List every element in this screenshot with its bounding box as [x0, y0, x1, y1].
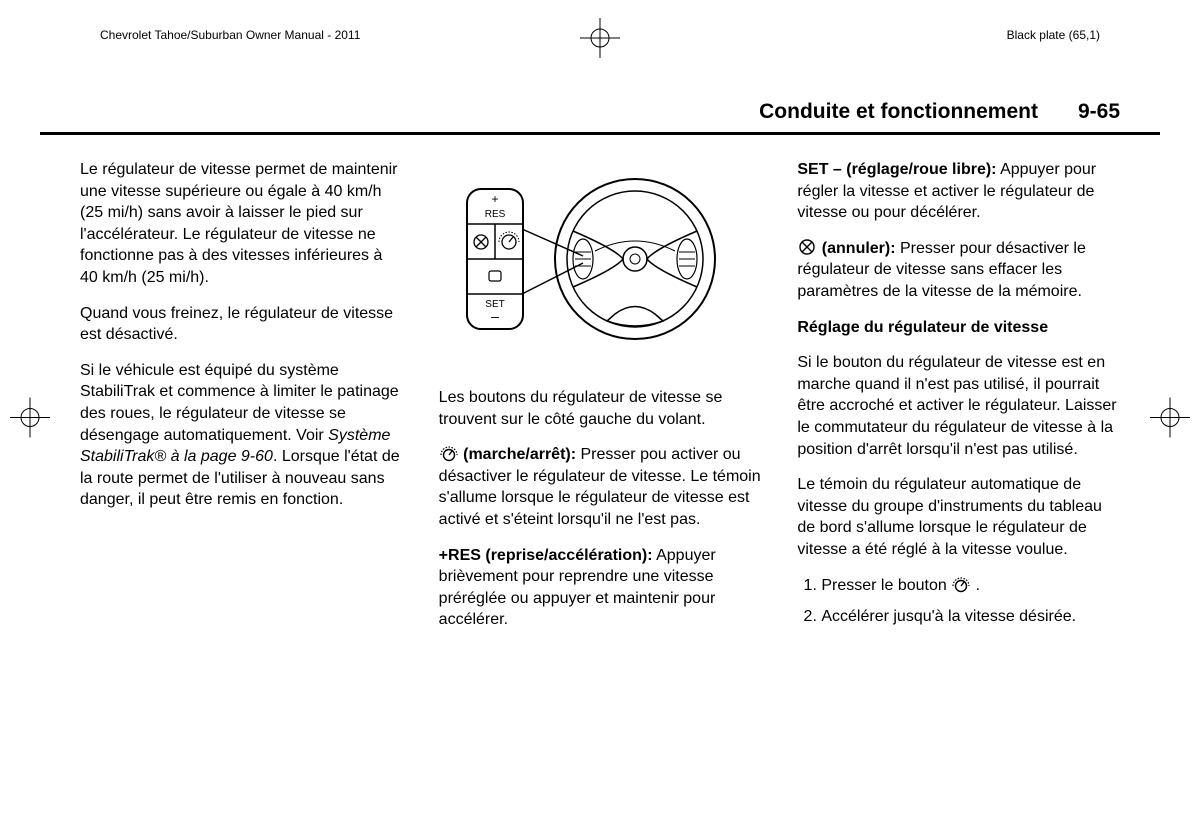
- res-label: +RES (reprise/accélération):: [439, 547, 653, 564]
- cancel-icon: [797, 238, 817, 256]
- page-header: Conduite et fonctionnement 9-65: [40, 60, 1160, 135]
- set-label: SET – (réglage/roue libre):: [797, 161, 996, 178]
- steering-wheel-figure: + RES SET –: [460, 159, 740, 369]
- svg-text:–: –: [491, 308, 499, 324]
- figure-caption: Les boutons du régulateur de vitesse se …: [439, 387, 762, 430]
- step-2: Accélérer jusqu'à la vitesse désirée.: [821, 606, 1120, 628]
- steps-list: Presser le bouton . Accélérer jusqu'à la…: [797, 575, 1120, 628]
- col1-p2: Quand vous freinez, le régulateur de vit…: [80, 303, 403, 346]
- top-crop-mark: [580, 18, 620, 61]
- print-header: Chevrolet Tahoe/Suburban Owner Manual - …: [0, 28, 1200, 42]
- cruise-icon: [439, 444, 459, 462]
- col3-p2: Le témoin du régulateur automatique de v…: [797, 474, 1120, 560]
- set-paragraph: SET – (réglage/roue libre): Appuyer pour…: [797, 159, 1120, 224]
- step-1: Presser le bouton .: [821, 575, 1120, 597]
- cruise-icon: [951, 575, 971, 593]
- page-number: 9-65: [1078, 100, 1120, 124]
- page-frame: Conduite et fonctionnement 9-65 Le régul…: [40, 60, 1160, 820]
- section-title: Conduite et fonctionnement: [759, 100, 1038, 124]
- res-paragraph: +RES (reprise/accélération): Appuyer bri…: [439, 545, 762, 631]
- content-columns: Le régulateur de vitesse permet de maint…: [40, 135, 1160, 645]
- column-2: + RES SET – Les boutons du: [439, 159, 762, 645]
- col1-p3: Si le véhicule est équipé du système Sta…: [80, 360, 403, 511]
- col3-p1: Si le bouton du régulateur de vitesse es…: [797, 352, 1120, 460]
- cancel-paragraph: (annuler): Presser pour désactiver le ré…: [797, 238, 1120, 303]
- subsection-heading: Réglage du régulateur de vitesse: [797, 317, 1120, 339]
- onoff-label: (marche/arrêt):: [459, 446, 576, 463]
- manual-title: Chevrolet Tahoe/Suburban Owner Manual - …: [100, 28, 360, 42]
- cancel-label: (annuler):: [817, 240, 895, 257]
- column-3: SET – (réglage/roue libre): Appuyer pour…: [797, 159, 1120, 645]
- svg-text:+: +: [491, 192, 498, 206]
- col1-p1: Le régulateur de vitesse permet de maint…: [80, 159, 403, 289]
- onoff-paragraph: (marche/arrêt): Presser pou activer ou d…: [439, 444, 762, 530]
- svg-text:RES: RES: [485, 209, 506, 220]
- plate-info: Black plate (65,1): [1007, 28, 1100, 42]
- column-1: Le régulateur de vitesse permet de maint…: [80, 159, 403, 645]
